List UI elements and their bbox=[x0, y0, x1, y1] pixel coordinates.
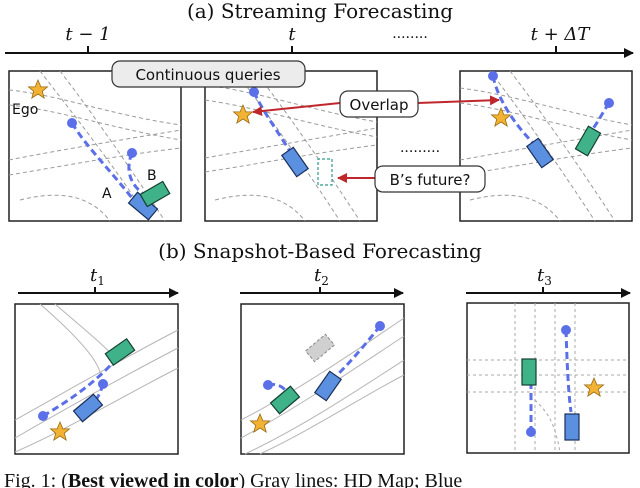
agent-b-future-box bbox=[317, 158, 333, 186]
agent-b-box bbox=[139, 180, 171, 208]
agent-green-box bbox=[269, 385, 301, 415]
agent-a-box bbox=[525, 137, 555, 169]
overlap-box bbox=[339, 90, 419, 118]
continuous-queries-label: Continuous queries bbox=[135, 66, 280, 84]
b-future-label: B’s future? bbox=[390, 171, 471, 189]
overlap-arrow-left bbox=[252, 102, 341, 117]
trajectory-a bbox=[70, 122, 134, 199]
continuous-queries-box bbox=[111, 60, 306, 88]
label-timeline-dots: ........ bbox=[392, 26, 428, 42]
agent-b-box bbox=[574, 125, 602, 157]
label-t2: t2 bbox=[314, 265, 329, 288]
b-future-box bbox=[374, 165, 486, 193]
bottom-title: (b) Snapshot-Based Forecasting bbox=[158, 239, 482, 263]
agent-green-box bbox=[104, 337, 136, 367]
bottom-panel-3 bbox=[466, 302, 630, 454]
agent-blue-box bbox=[313, 370, 343, 402]
label-t-future: t + ΔT bbox=[531, 24, 592, 45]
overlap-label: Overlap bbox=[350, 96, 409, 114]
overlap-arrow-right bbox=[417, 95, 500, 106]
agent-a-box bbox=[280, 146, 310, 178]
top-title: (a) Streaming Forecasting bbox=[187, 0, 453, 23]
label-t1: t1 bbox=[90, 265, 105, 288]
agent-a-label: A bbox=[102, 186, 112, 202]
ego-label: Ego bbox=[12, 102, 38, 118]
callout-dots: ......... bbox=[400, 140, 440, 156]
top-panel-1: Ego A B bbox=[8, 70, 182, 222]
top-panel-3 bbox=[459, 70, 633, 222]
top-panel-2 bbox=[204, 70, 378, 222]
label-t-now: t bbox=[288, 24, 296, 45]
agent-green-box bbox=[521, 358, 537, 386]
bottom-panel-1 bbox=[14, 303, 179, 455]
label-t3: t3 bbox=[537, 265, 552, 288]
label-t-prev: t − 1 bbox=[65, 24, 110, 45]
agent-blue-box bbox=[72, 393, 104, 423]
agent-blue-box bbox=[564, 413, 580, 441]
bottom-panel-2 bbox=[240, 303, 405, 455]
figure-caption: Fig. 1: (Best viewed in color) Gray line… bbox=[4, 470, 463, 488]
agent-b-label: B bbox=[147, 168, 157, 184]
